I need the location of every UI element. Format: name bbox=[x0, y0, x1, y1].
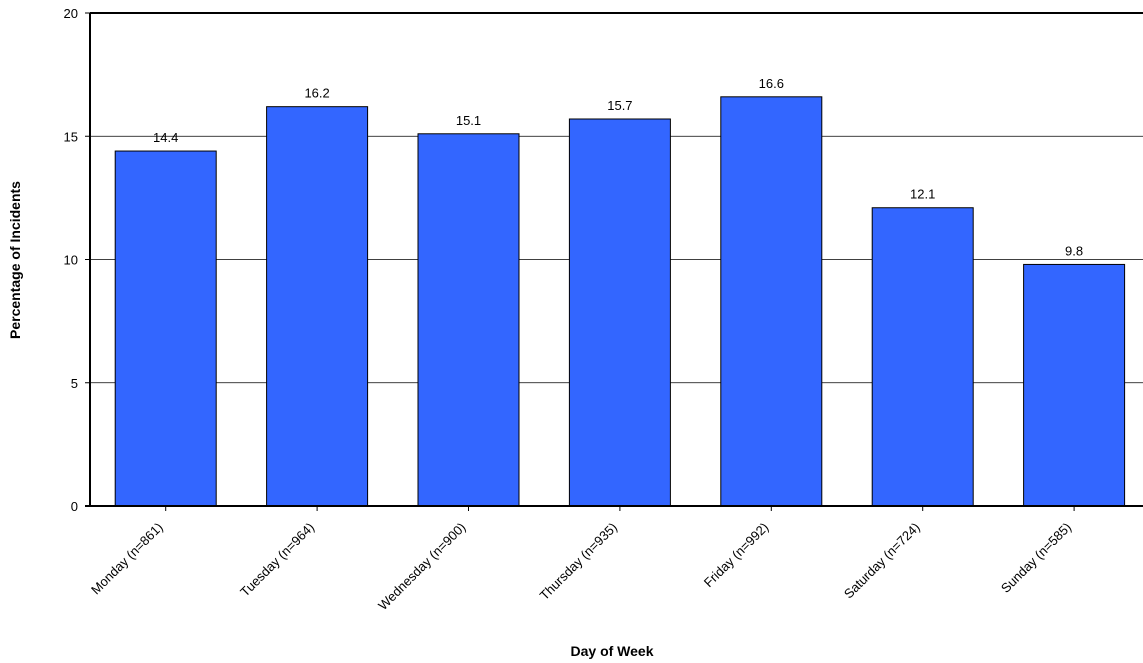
y-axis-title: Percentage of Incidents bbox=[7, 181, 23, 339]
x-tick-label: Saturday (n=724) bbox=[841, 520, 923, 602]
y-tick-label: 0 bbox=[71, 499, 78, 514]
x-tick-label: Tuesday (n=964) bbox=[237, 520, 317, 600]
data-labels: 14.4 16.2 15.1 15.7 16.6 12.1 9.8 bbox=[153, 76, 1083, 259]
data-label: 15.1 bbox=[456, 113, 481, 128]
data-label: 16.6 bbox=[759, 76, 784, 91]
bar bbox=[114, 150, 217, 507]
data-label: 14.4 bbox=[153, 130, 178, 145]
bars bbox=[114, 96, 1126, 507]
x-tick-label: Monday (n=861) bbox=[88, 520, 166, 598]
x-tick-label: Sunday (n=585) bbox=[998, 520, 1074, 596]
x-tick-label: Friday (n=992) bbox=[701, 520, 772, 591]
x-tick-label: Thursday (n=935) bbox=[537, 520, 620, 603]
y-tick-labels: 0 5 10 15 20 bbox=[64, 6, 78, 514]
bar bbox=[720, 96, 823, 507]
data-label: 15.7 bbox=[607, 98, 632, 113]
data-label: 16.2 bbox=[304, 86, 329, 101]
bar bbox=[1023, 263, 1126, 507]
bar bbox=[568, 118, 671, 507]
x-tick-label: Wednesday (n=900) bbox=[375, 520, 468, 613]
y-tick-label: 10 bbox=[64, 253, 78, 268]
y-tick-label: 5 bbox=[71, 376, 78, 391]
y-tick-label: 15 bbox=[64, 129, 78, 144]
bar bbox=[417, 133, 520, 507]
axes bbox=[85, 12, 1143, 511]
x-tick-labels: Monday (n=861) Tuesday (n=964) Wednesday (… bbox=[88, 520, 1074, 613]
bar bbox=[871, 207, 974, 507]
data-label: 9.8 bbox=[1065, 243, 1083, 258]
bar bbox=[266, 106, 369, 507]
data-label: 12.1 bbox=[910, 187, 935, 202]
x-axis-title: Day of Week bbox=[571, 643, 654, 659]
y-tick-label: 20 bbox=[64, 6, 78, 21]
